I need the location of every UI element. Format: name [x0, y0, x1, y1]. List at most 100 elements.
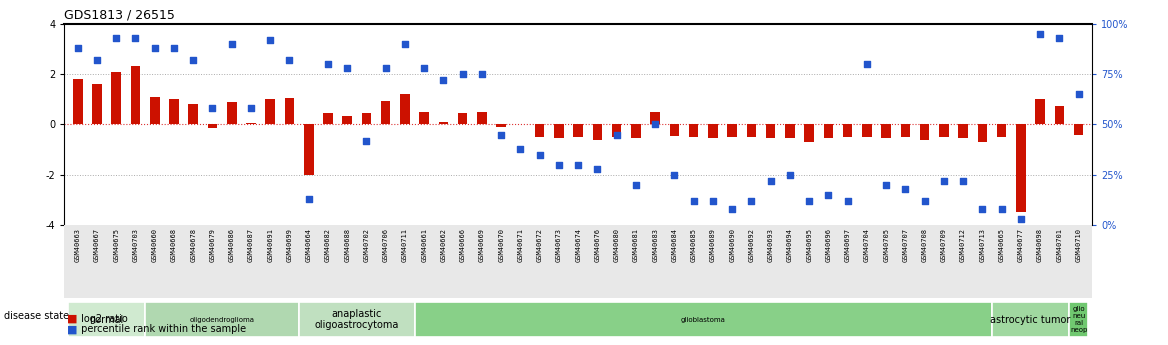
Text: GSM40703: GSM40703 [132, 228, 139, 263]
Bar [131, 66, 140, 125]
Bar [805, 125, 814, 142]
Point [260, 38, 279, 43]
Bar [882, 125, 891, 138]
Bar [612, 125, 621, 137]
Text: anaplastic
oligoastrocytoma: anaplastic oligoastrocytoma [314, 309, 399, 331]
Bar [299, 302, 415, 337]
Bar [285, 98, 294, 125]
Point [434, 78, 453, 83]
Text: GSM40706: GSM40706 [383, 228, 389, 263]
Point [1050, 36, 1069, 41]
Text: glioblastoma: glioblastoma [681, 317, 725, 323]
Bar [823, 125, 833, 138]
Bar [304, 125, 313, 175]
Point [396, 41, 415, 47]
Bar [342, 116, 352, 125]
Bar [439, 122, 449, 125]
Point [916, 198, 934, 204]
Text: normal: normal [90, 315, 124, 325]
Point [1031, 31, 1050, 37]
Point [222, 41, 241, 47]
Text: GSM40695: GSM40695 [806, 228, 812, 263]
Bar [554, 125, 564, 138]
Text: GSM40665: GSM40665 [999, 228, 1004, 263]
Text: GSM40676: GSM40676 [595, 228, 600, 263]
Point [839, 198, 857, 204]
Bar [1069, 302, 1089, 337]
Text: GSM40698: GSM40698 [1037, 228, 1043, 263]
Bar [573, 125, 583, 137]
Point [800, 198, 819, 204]
Point [69, 46, 88, 51]
Bar [265, 99, 274, 125]
Text: GSM40697: GSM40697 [844, 228, 850, 263]
Point [1069, 92, 1087, 97]
Bar [766, 125, 776, 138]
Text: GSM40666: GSM40666 [460, 228, 466, 263]
Point [280, 58, 299, 63]
Bar [208, 125, 217, 128]
Bar [188, 105, 199, 125]
Text: GSM40674: GSM40674 [575, 228, 582, 263]
Bar [939, 125, 948, 137]
Bar [651, 112, 660, 125]
Text: ■: ■ [67, 314, 77, 324]
Bar [458, 113, 467, 125]
Bar [145, 302, 299, 337]
Point [896, 186, 915, 191]
Point [973, 206, 992, 211]
Bar [419, 112, 429, 125]
Bar [996, 125, 1007, 137]
Text: disease state: disease state [4, 311, 69, 321]
Text: GSM40681: GSM40681 [633, 228, 639, 263]
Text: GSM40675: GSM40675 [113, 228, 119, 263]
Bar [381, 101, 390, 125]
Point [877, 182, 896, 187]
Point [934, 178, 953, 184]
Text: GSM40688: GSM40688 [345, 228, 350, 263]
Text: ■: ■ [67, 325, 77, 334]
Bar [689, 125, 698, 137]
Bar [227, 102, 236, 125]
Text: GSM40662: GSM40662 [440, 228, 446, 263]
Point [742, 198, 760, 204]
Point [88, 58, 106, 63]
Point [319, 61, 338, 67]
Bar [978, 125, 987, 142]
Text: GSM40682: GSM40682 [325, 228, 331, 263]
Text: GSM40692: GSM40692 [749, 228, 755, 263]
Text: GSM40712: GSM40712 [960, 228, 966, 263]
Bar [631, 125, 641, 138]
Bar [401, 95, 410, 125]
Text: GSM40663: GSM40663 [75, 228, 81, 263]
Point [762, 178, 780, 184]
Text: GSM40713: GSM40713 [979, 228, 986, 263]
Bar [669, 125, 680, 136]
Text: GSM40671: GSM40671 [517, 228, 523, 263]
Bar [150, 97, 160, 125]
Text: GSM40683: GSM40683 [652, 228, 658, 263]
Text: GSM40691: GSM40691 [267, 228, 273, 263]
Text: GSM40660: GSM40660 [152, 228, 158, 263]
Point [203, 106, 222, 111]
Bar [1016, 125, 1026, 212]
Bar [415, 302, 992, 337]
Point [357, 138, 376, 143]
Text: GDS1813 / 26515: GDS1813 / 26515 [64, 9, 175, 22]
Point [183, 58, 202, 63]
Point [626, 182, 645, 187]
Text: GSM40710: GSM40710 [1076, 228, 1082, 263]
Point [665, 172, 683, 177]
Text: GSM40661: GSM40661 [422, 228, 427, 263]
Text: GSM40704: GSM40704 [864, 228, 870, 263]
Text: GSM40680: GSM40680 [613, 228, 620, 263]
Text: GSM40693: GSM40693 [767, 228, 773, 263]
Bar [72, 79, 83, 125]
Point [550, 162, 569, 167]
Text: GSM40701: GSM40701 [1056, 228, 1063, 263]
Text: GSM40687: GSM40687 [248, 228, 253, 263]
Text: GSM40673: GSM40673 [556, 228, 562, 263]
Point [954, 178, 973, 184]
Text: GSM40677: GSM40677 [1017, 228, 1024, 263]
Text: GSM40694: GSM40694 [787, 228, 793, 263]
